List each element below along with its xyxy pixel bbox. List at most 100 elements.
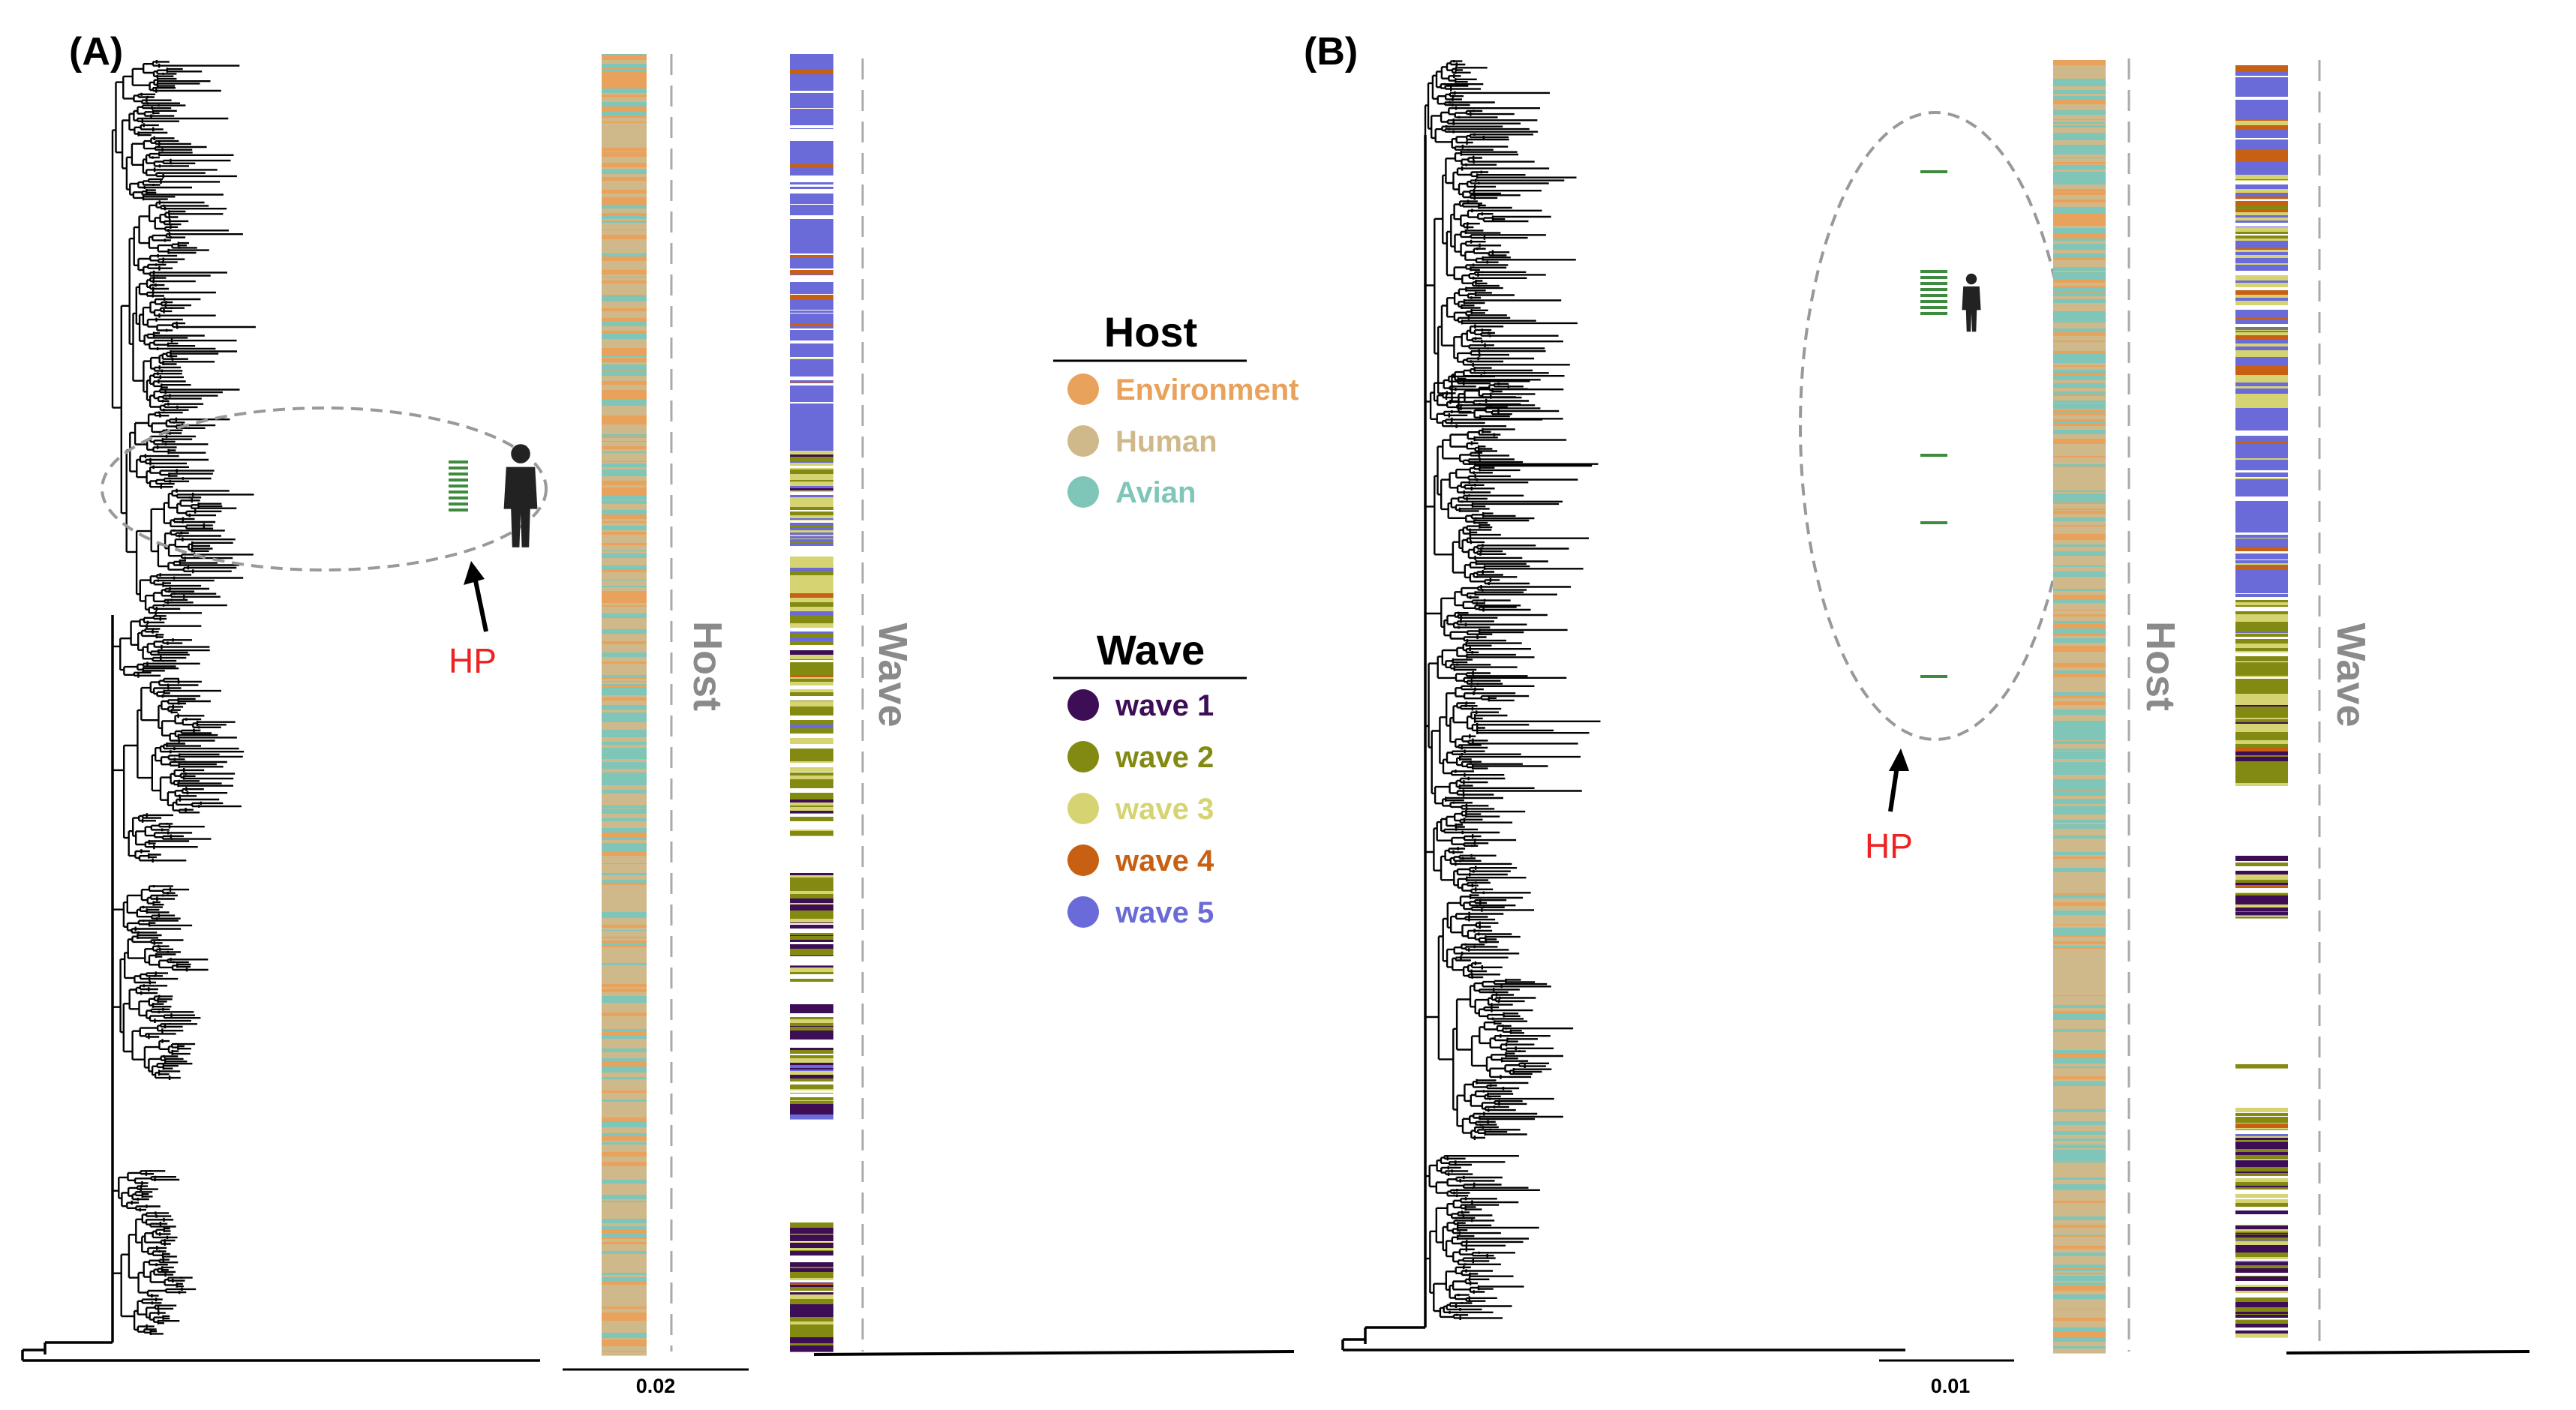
panel-b-wave-strip-band	[2235, 328, 2288, 331]
panel-a-wave-strip-band	[790, 99, 833, 102]
panel-a-wave-strip-band	[790, 942, 833, 945]
panel-a-wave-strip-band	[790, 402, 833, 404]
panel-a-host-strip-band	[602, 449, 647, 452]
panel-a-tree-clade2-branches	[111, 615, 245, 862]
panel-a-host-strip-band	[602, 54, 647, 56]
panel-b-host-strip-band	[2053, 898, 2106, 903]
panel-a-wave-strip-band	[790, 70, 833, 74]
panel-b-host-strip-band	[2053, 752, 2106, 755]
panel-a-host-strip-band	[602, 988, 647, 993]
panel-a-host-strip-band	[602, 1001, 647, 1004]
panel-b-wave-strip-band	[2235, 344, 2288, 346]
panel-a-wave-strip-band	[790, 1114, 833, 1120]
panel-b-wave-strip-band	[2235, 858, 2288, 862]
panel-a-wave-strip-band	[790, 968, 833, 972]
panel-b-host-strip-band	[2053, 1230, 2106, 1235]
panel-b-tree-clade1-branches	[1424, 60, 1578, 420]
panel-a-wave-strip-band	[790, 1100, 833, 1102]
panel-a-host-strip-band	[602, 1040, 647, 1041]
panel-b-wave-strip-band	[2235, 193, 2288, 194]
panel-b-wave-strip-band	[2235, 212, 2288, 216]
panel-b-wave-strip-band	[2235, 353, 2288, 358]
panel-b-wave-strip-band	[2235, 679, 2288, 683]
panel-b-host-strip-band	[2053, 953, 2106, 958]
panel-a-host-strip-band	[602, 510, 647, 515]
panel-a-wave-strip-band	[790, 257, 833, 260]
panel-a-wave-strip-band	[790, 330, 833, 335]
panel-b-host-strip-band	[2053, 349, 2106, 352]
panel-b-wave-strip-band	[2235, 324, 2288, 328]
panel-a-wave-strip-band	[790, 80, 833, 85]
panel-a-host-strip-band	[602, 230, 647, 231]
panel-a-wave-strip-band	[790, 476, 833, 481]
panel-b-host-strip-band	[2053, 1225, 2106, 1228]
panel-b-wave-strip-band	[2235, 728, 2288, 733]
panel-a-host-strip-band	[602, 408, 647, 413]
panel-b-wave-strip-band	[2235, 1225, 2288, 1226]
panel-b-host-strip-band	[2053, 1310, 2106, 1312]
panel-b-host-strip-band	[2053, 396, 2106, 401]
panel-a-host-strip-band	[602, 541, 647, 544]
panel-a-wave-strip-band	[790, 1346, 833, 1349]
panel-b-host-strip-band	[2053, 60, 2106, 64]
panel-b-wave-strip-band	[2235, 162, 2288, 167]
panel-b-wave-strip-band	[2235, 487, 2288, 492]
panel-b-host-strip-band	[2053, 925, 2106, 927]
panel-b-hp-marker-tick	[1920, 294, 1947, 297]
panel-b-wave-strip-band	[2235, 1312, 2288, 1315]
panel-b-host-strip-band	[2053, 728, 2106, 731]
panel-b-wave-strip-band	[2235, 340, 2288, 344]
panel-a-tree-clade1-branches	[111, 60, 256, 615]
panel-a-host-strip-band	[602, 1058, 647, 1063]
panel-b-host-strip-band	[2053, 1014, 2106, 1018]
panel-a-host-strip-band	[602, 618, 647, 622]
panel-b-host-strip-band	[2053, 200, 2106, 202]
panel-a-wave-strip-band	[790, 304, 833, 305]
panel-a-host-strip-band	[602, 589, 647, 591]
panel-a-host-strip-band	[602, 958, 647, 962]
panel-b-host-strip-band	[2053, 1286, 2106, 1289]
panel-b-host-strip-band	[2053, 263, 2106, 268]
panel-b-host-strip-band	[2053, 1270, 2106, 1272]
panel-a-host-strip-band	[602, 716, 647, 718]
panel-b-tree-root	[1341, 135, 1905, 1352]
panel-a-host-strip-band	[602, 1304, 647, 1307]
panel-a-wave-strip-band	[790, 414, 833, 416]
panel-b-hp-marker	[1920, 170, 1947, 678]
panel-a-wave-strip-band	[790, 706, 833, 711]
panel-b-host-strip-band	[2053, 830, 2106, 835]
panel-b-host-strip-band	[2053, 86, 2106, 91]
panel-b-tree	[1341, 60, 1905, 1352]
panel-a-wave-strip-band	[790, 1243, 833, 1248]
panel-a-host-strip-band	[602, 852, 647, 856]
panel-b-wave-strip-band	[2235, 586, 2288, 588]
panel-b-wave-strip-band	[2235, 542, 2288, 547]
panel-a-wave-strip-band	[790, 1222, 833, 1228]
panel-a-wave-strip-band	[790, 817, 833, 822]
panel-a-wave-strip-band	[790, 646, 833, 651]
panel-a-host-strip-band	[602, 1242, 647, 1245]
panel-a-host-strip-band	[602, 1158, 647, 1162]
panel-b-host-strip-band	[2053, 271, 2106, 273]
panel-a-host-strip-band	[602, 296, 647, 302]
panel-a-wave-strip-band	[790, 1322, 833, 1323]
panel-b-host-strip-band	[2053, 1191, 2106, 1194]
panel-a-host-strip-band	[602, 818, 647, 822]
panel-a-host-strip-band	[602, 182, 647, 187]
panel-b-wave-strip-band	[2235, 856, 2288, 859]
panel-a-host-strip-band	[602, 464, 647, 468]
panel-b-host-strip-band	[2053, 1158, 2106, 1163]
panel-a-wave-strip-band	[790, 1342, 833, 1344]
panel-b-wave-strip-band	[2235, 637, 2288, 640]
panel-a-host-strip-band	[602, 1273, 647, 1276]
panel-b-host-strip-band	[2053, 541, 2106, 545]
panel-a-host-strip-band	[602, 550, 647, 552]
panel-b-host-strip-band	[2053, 893, 2106, 896]
panel-b-wave-strip-band	[2235, 1287, 2288, 1292]
panel-a-host-strip-band	[602, 177, 647, 182]
panel-a-host-strip-band	[602, 157, 647, 161]
panel-b-wave-strip-band	[2235, 1273, 2288, 1276]
panel-b-host-strip-band	[2053, 1256, 2106, 1258]
panel-b-wave-strip-band	[2235, 81, 2288, 86]
panel-a-host-strip-band	[602, 1133, 647, 1137]
